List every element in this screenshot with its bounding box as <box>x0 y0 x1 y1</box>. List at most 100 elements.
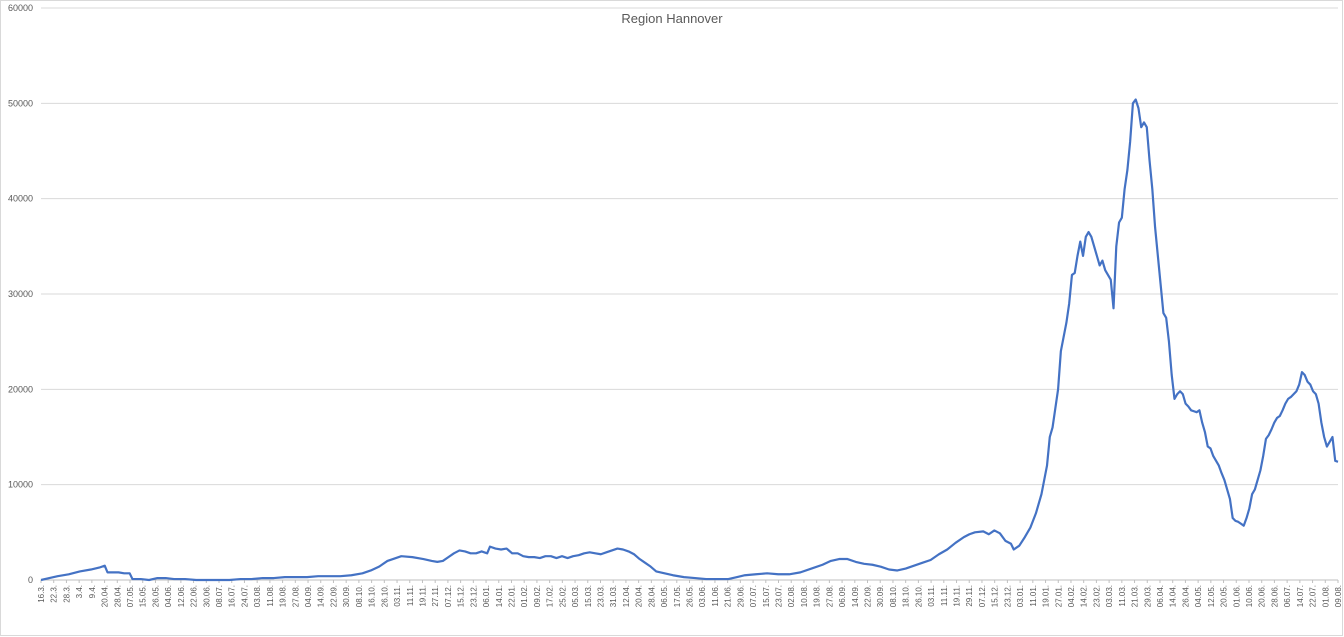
x-tick-label: 06.05. <box>660 585 669 607</box>
x-tick-label: 28.04. <box>113 585 122 607</box>
x-tick-label: 10.06. <box>1245 585 1254 607</box>
x-tick-label: 21.06. <box>724 585 733 607</box>
x-tick-label: 06.07. <box>1283 585 1292 607</box>
x-tick-label: 15.03. <box>584 585 593 607</box>
x-tick-label: 03.11. <box>927 585 936 607</box>
x-tick-label: 21.03. <box>1131 585 1140 607</box>
x-tick-label: 07.12. <box>444 585 453 607</box>
x-tick-label: 27.01. <box>1054 585 1063 607</box>
y-tick-label: 10000 <box>8 480 33 490</box>
x-tick-label: 09.08. <box>1334 585 1343 607</box>
y-tick-label: 40000 <box>8 194 33 204</box>
x-tick-label: 24.07. <box>240 585 249 607</box>
x-tick-label: 01.08. <box>1321 585 1330 607</box>
x-tick-label: 22.09. <box>864 585 873 607</box>
y-tick-label: 20000 <box>8 384 33 394</box>
x-tick-label: 11.11. <box>940 585 949 606</box>
x-tick-label: 19.11. <box>418 585 427 607</box>
x-tick-label: 01.02. <box>520 585 529 607</box>
y-axis: 0 10000 20000 30000 40000 50000 60000 <box>8 3 33 585</box>
x-tick-label: 05.03. <box>571 585 580 607</box>
x-tick-label: 02.08. <box>787 585 796 607</box>
x-tick-label: 14.04. <box>1169 585 1178 607</box>
x-tick-label: 20.04. <box>101 585 110 607</box>
x-tick-label: 3.4. <box>75 585 84 598</box>
x-tick-label: 03.01. <box>1016 585 1025 607</box>
x-tick-label: 19.01. <box>1042 585 1051 607</box>
x-tick-label: 18.10. <box>902 585 911 607</box>
x-tick-label: 11.08. <box>266 585 275 607</box>
x-tick-label: 11.11. <box>406 585 415 606</box>
x-tick-label: 22.01. <box>507 585 516 607</box>
chart-title: Region Hannover <box>621 11 723 26</box>
x-tick-label: 23.07. <box>775 585 784 607</box>
y-tick-label: 50000 <box>8 98 33 108</box>
x-tick-label: 15.07. <box>762 585 771 607</box>
x-tick-label: 9.4. <box>88 585 97 598</box>
x-tick-label: 20.05. <box>1220 585 1229 607</box>
x-tick-label: 23.12. <box>1003 585 1012 607</box>
x-tick-label: 03.08. <box>253 585 262 607</box>
gridlines <box>41 7 1338 581</box>
x-tick-label: 23.03. <box>596 585 605 607</box>
x-tick-label: 04.06. <box>164 585 173 607</box>
x-tick-label: 12.05. <box>1207 585 1216 607</box>
x-tick-label: 11.03. <box>1118 585 1127 607</box>
x-tick-label: 19.11. <box>953 585 962 607</box>
x-tick-label: 04.05. <box>1194 585 1203 607</box>
x-tick-label: 16.10. <box>368 585 377 607</box>
x-tick-label: 03.06. <box>698 585 707 607</box>
x-tick-label: 23.02. <box>1092 585 1101 607</box>
x-tick-label: 01.06. <box>1232 585 1241 607</box>
x-tick-label: 30.09. <box>342 585 351 607</box>
x-tick-label: 14.09. <box>317 585 326 607</box>
x-tick-label: 26.04. <box>1181 585 1190 607</box>
x-tick-label: 27.08. <box>825 585 834 607</box>
x-tick-label: 08.07. <box>215 585 224 607</box>
x-tick-label: 03.11. <box>393 585 402 607</box>
x-tick-label: 06.01. <box>482 585 491 607</box>
x-tick-label: 26.05. <box>151 585 160 607</box>
x-tick-label: 30.09. <box>876 585 885 607</box>
x-tick-label: 27.08. <box>291 585 300 607</box>
x-tick-label: 29.11. <box>965 585 974 607</box>
x-tick-label: 19.08. <box>813 585 822 607</box>
x-tick-label: 28.06. <box>1270 585 1279 607</box>
x-tick-label: 29.06. <box>736 585 745 607</box>
y-tick-label: 0 <box>28 575 33 585</box>
x-tick-label: 22.3. <box>50 585 59 603</box>
x-axis: 16.3. 22.3. 28.3. 3.4. 9.4. 20.04. 28.04. 07.05… <box>37 580 1343 607</box>
x-tick-label: 30.06. <box>202 585 211 607</box>
x-tick-label: 16.3. <box>37 585 46 603</box>
x-tick-label: 20.06. <box>1258 585 1267 607</box>
y-tick-label: 60000 <box>8 3 33 13</box>
x-tick-label: 17.05. <box>673 585 682 607</box>
x-tick-label: 12.04. <box>622 585 631 607</box>
x-tick-label: 14.07. <box>1296 585 1305 607</box>
x-tick-label: 09.02. <box>533 585 542 607</box>
x-tick-label: 23.12. <box>469 585 478 607</box>
x-tick-label: 28.04. <box>647 585 656 607</box>
x-tick-label: 04.09. <box>304 585 313 607</box>
series-layer <box>40 98 1339 582</box>
x-tick-label: 06.09. <box>838 585 847 607</box>
x-tick-label: 08.10. <box>355 585 364 607</box>
x-tick-label: 12.06. <box>177 585 186 607</box>
x-tick-label: 16.07. <box>228 585 237 607</box>
x-tick-label: 07.07. <box>749 585 758 607</box>
x-tick-label: 10.08. <box>800 585 809 607</box>
x-tick-label: 26.10. <box>380 585 389 607</box>
x-tick-label: 22.06. <box>190 585 199 607</box>
x-tick-label: 22.07. <box>1309 585 1318 607</box>
x-tick-label: 07.12. <box>978 585 987 607</box>
x-tick-label: 15.05. <box>139 585 148 607</box>
x-tick-label: 11.01. <box>1029 585 1038 607</box>
x-tick-label: 11.06. <box>711 585 720 607</box>
x-tick-label: 29.03. <box>1143 585 1152 607</box>
x-tick-label: 07.05. <box>126 585 135 607</box>
x-tick-label: 17.02. <box>546 585 555 607</box>
x-tick-label: 15.12. <box>991 585 1000 607</box>
x-tick-label: 20.04. <box>635 585 644 607</box>
